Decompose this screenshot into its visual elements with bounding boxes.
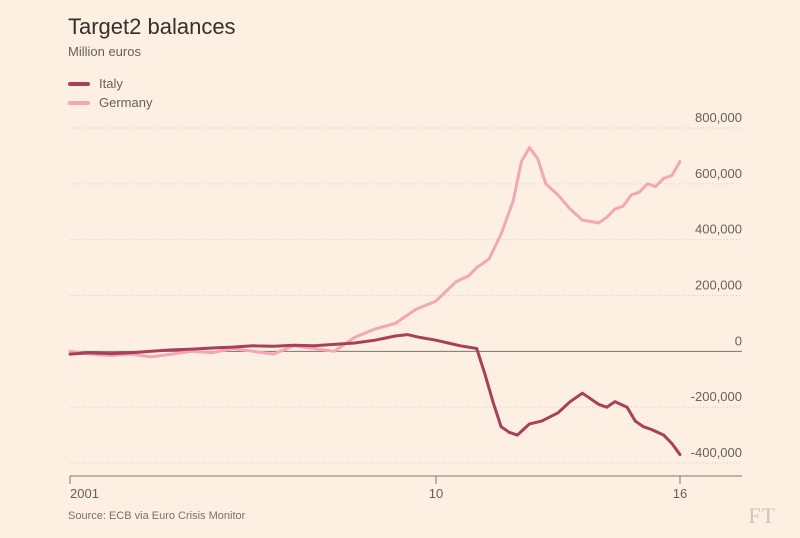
legend-label-germany: Germany <box>99 95 153 110</box>
legend: Italy Germany <box>68 74 152 112</box>
legend-swatch-germany <box>68 100 90 105</box>
chart-title: Target2 balances <box>68 14 236 39</box>
chart-subtitle: Million euros <box>68 44 141 59</box>
y-tick-label: 800,000 <box>695 110 742 125</box>
y-tick-label: -400,000 <box>691 445 742 460</box>
source-note: Source: ECB via Euro Crisis Monitor <box>68 510 246 522</box>
legend-item-italy: Italy <box>68 74 152 93</box>
y-tick-label: 0 <box>735 333 742 348</box>
x-tick-label: 10 <box>429 486 443 501</box>
y-tick-label: 600,000 <box>695 166 742 181</box>
series-line-germany <box>68 146 682 359</box>
x-tick-label: 2001 <box>70 486 99 501</box>
y-tick-label: -200,000 <box>691 389 742 404</box>
legend-label-italy: Italy <box>99 76 123 91</box>
legend-swatch-italy <box>68 81 90 86</box>
ft-logo: FT <box>748 503 776 528</box>
legend-item-germany: Germany <box>68 93 152 112</box>
x-tick-label: 16 <box>673 486 687 501</box>
y-tick-label: 400,000 <box>695 222 742 237</box>
y-tick-label: 200,000 <box>695 278 742 293</box>
series-line-italy <box>68 333 682 457</box>
